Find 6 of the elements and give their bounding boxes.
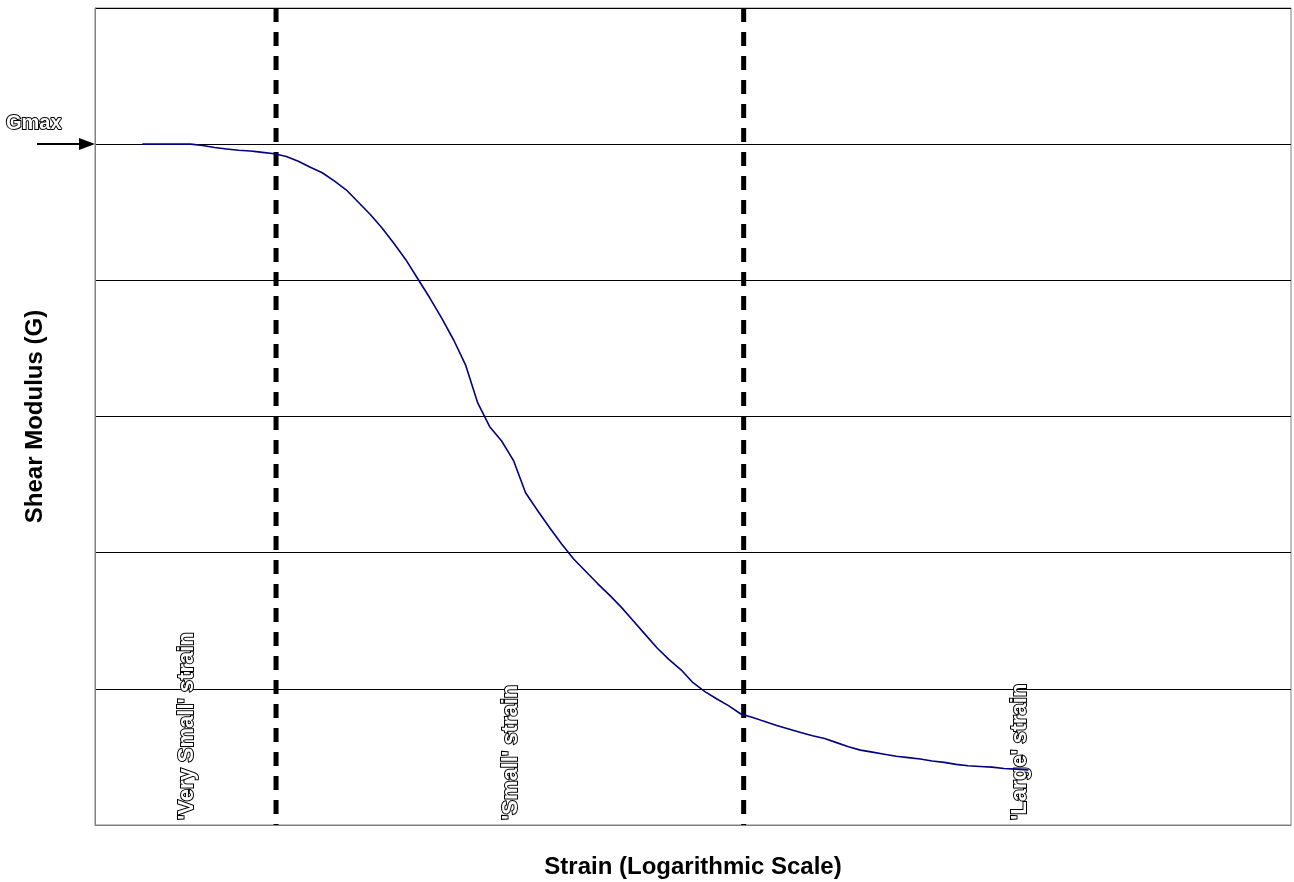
- annotation: 'Very Small' strain: [173, 632, 199, 820]
- x-axis-title: Strain (Logarithmic Scale): [544, 851, 842, 879]
- text: Gmax: [6, 111, 62, 134]
- annotation: 'Small' strain: [497, 684, 523, 820]
- annotation: 'Large' strain: [1006, 683, 1032, 820]
- y-axis-title: Shear Modulus (G): [19, 309, 47, 524]
